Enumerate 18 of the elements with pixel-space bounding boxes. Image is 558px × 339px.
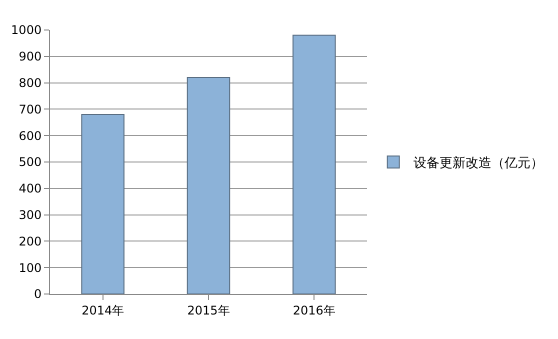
- y-tick-label: 900: [18, 50, 42, 64]
- bar: [186, 77, 230, 294]
- x-tick-label: 2014年: [82, 303, 124, 318]
- x-tick-label: 2015年: [187, 303, 230, 318]
- y-tick-label: 500: [18, 155, 42, 170]
- y-tick-label: 200: [18, 234, 42, 248]
- y-tick-label: 700: [18, 102, 42, 116]
- bar: [292, 34, 336, 294]
- y-tick-label: 300: [18, 208, 42, 222]
- y-tick-label: 1000: [11, 23, 42, 38]
- legend-label: 设备更新改造（亿元）: [413, 156, 544, 172]
- bar: [81, 114, 124, 294]
- y-tick-label: 800: [18, 76, 42, 90]
- x-tick-label: 2016年: [292, 303, 336, 318]
- y-tick-label: 400: [18, 182, 42, 196]
- y-tick-label: 0: [34, 287, 42, 302]
- y-tick-label: 100: [18, 260, 42, 275]
- y-tick-label: 600: [18, 128, 42, 143]
